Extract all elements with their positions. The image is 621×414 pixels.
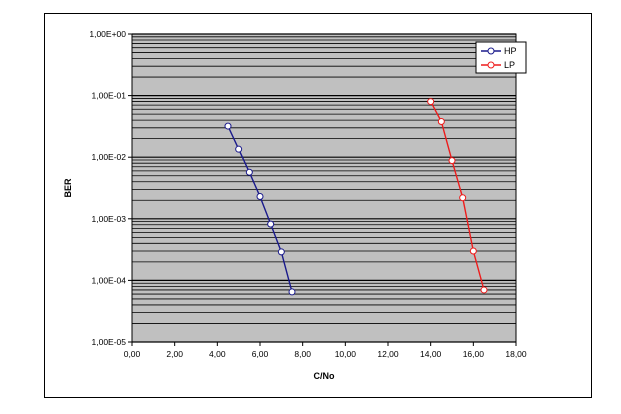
data-point-lp bbox=[459, 194, 467, 202]
data-point-lp bbox=[469, 247, 477, 255]
legend-label-hp: HP bbox=[504, 46, 517, 56]
x-tick-label: 16,00 bbox=[463, 349, 485, 359]
x-tick-label: 4,00 bbox=[209, 349, 226, 359]
chart-frame: 0,00 2,00 4,00 6,00 8,00 10,00 12,00 14,00 16,00… bbox=[44, 13, 592, 398]
plot-background bbox=[131, 33, 517, 343]
legend: HP LP bbox=[475, 41, 527, 74]
y-tick-label: 1,00E-05 bbox=[92, 337, 127, 347]
y-axis-title: BER bbox=[63, 178, 73, 198]
x-tick-label: 10,00 bbox=[335, 349, 357, 359]
y-axis-ticks: 1,00E-05 1,00E-04 1,00E-03 1,00E-02 1,00E-01… bbox=[89, 29, 132, 347]
data-point-hp bbox=[235, 145, 243, 153]
y-tick-label: 1,00E-04 bbox=[92, 275, 127, 285]
data-point-hp bbox=[224, 122, 232, 130]
x-tick-label: 18,00 bbox=[505, 349, 527, 359]
x-axis-title: C/No bbox=[314, 371, 335, 381]
plot-area bbox=[131, 33, 517, 343]
x-tick-label: 6,00 bbox=[252, 349, 269, 359]
x-tick-label: 0,00 bbox=[124, 349, 141, 359]
data-point-hp bbox=[277, 248, 285, 256]
ber-chart: 0,00 2,00 4,00 6,00 8,00 10,00 12,00 14,00 16,00… bbox=[63, 29, 527, 381]
y-tick-label: 1,00E+00 bbox=[89, 29, 126, 39]
series-line-lp bbox=[430, 101, 485, 291]
legend-box bbox=[475, 41, 527, 74]
x-tick-label: 14,00 bbox=[420, 349, 442, 359]
x-tick-label: 12,00 bbox=[377, 349, 399, 359]
legend-label-lp: LP bbox=[504, 60, 515, 70]
legend-marker-hp bbox=[487, 47, 495, 55]
data-point-lp bbox=[437, 117, 445, 125]
major-gridlines bbox=[132, 33, 516, 343]
x-tick-label: 2,00 bbox=[166, 349, 183, 359]
x-axis-ticks: 0,00 2,00 4,00 6,00 8,00 10,00 12,00 14,00 16,00… bbox=[124, 342, 527, 359]
data-point-hp bbox=[267, 220, 275, 228]
data-point-lp bbox=[448, 157, 456, 165]
y-tick-label: 1,00E-01 bbox=[92, 91, 127, 101]
data-point-hp bbox=[288, 288, 296, 296]
data-point-hp bbox=[256, 193, 264, 201]
y-tick-label: 1,00E-03 bbox=[92, 214, 127, 224]
x-tick-label: 8,00 bbox=[294, 349, 311, 359]
data-point-lp bbox=[427, 98, 435, 106]
y-tick-label: 1,00E-02 bbox=[92, 152, 127, 162]
data-point-hp bbox=[245, 168, 253, 176]
legend-marker-lp bbox=[487, 61, 495, 69]
series-layer bbox=[224, 98, 488, 296]
data-point-lp bbox=[480, 286, 488, 294]
